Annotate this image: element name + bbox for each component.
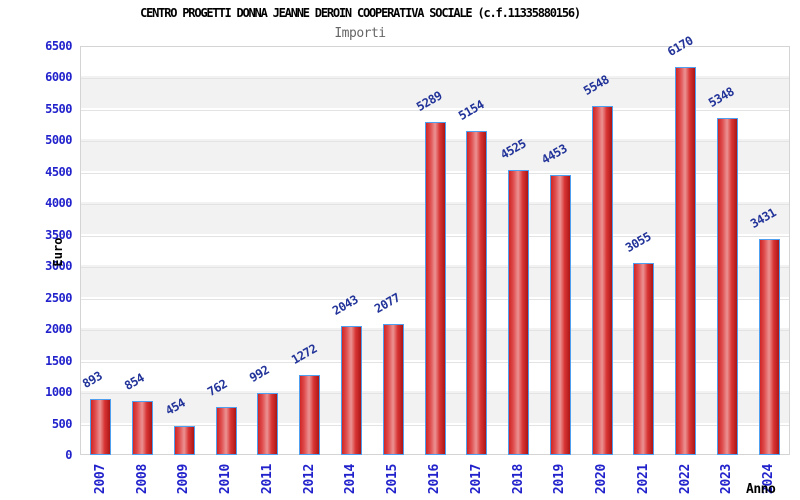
background-stripe [81, 391, 789, 423]
x-axis-tick-label: 2014 [343, 463, 359, 495]
x-axis-tick-label: 2022 [677, 463, 693, 495]
gridline [81, 204, 789, 206]
background-stripe [81, 76, 789, 108]
background-stripe [81, 265, 789, 297]
y-axis-tick-label: 3000 [45, 259, 72, 274]
gridline [81, 78, 789, 80]
y-axis-tick-label: 1500 [45, 353, 72, 368]
x-axis-tick-label: 2023 [719, 463, 735, 495]
gridline [81, 235, 789, 237]
y-axis-tick-label: 6500 [45, 39, 72, 53]
gridline [81, 424, 789, 426]
background-stripe [81, 202, 789, 234]
x-axis-tick-label: 2019 [552, 463, 568, 495]
x-axis-tick-label: 2007 [92, 463, 108, 495]
background-stripe [81, 328, 789, 360]
y-axis-tick-label: 6000 [45, 70, 72, 85]
x-axis-tick-label: 2012 [301, 463, 317, 495]
x-axis-tick-label: 2008 [134, 463, 150, 495]
y-axis-tick-label: 1000 [45, 385, 72, 400]
gridline [81, 141, 789, 143]
x-axis-tick-label: 2015 [385, 463, 401, 495]
x-axis-title: Anno [746, 482, 776, 497]
y-axis-tick-label: 2000 [45, 322, 72, 337]
x-axis-tick-label: 2009 [176, 463, 192, 495]
gridline [81, 267, 789, 269]
y-axis-title: Euro [51, 237, 65, 267]
background-stripe [81, 139, 789, 171]
gridline [81, 109, 789, 111]
y-axis-tick-label: 500 [51, 416, 73, 431]
x-axis-tick-label: 2016 [427, 463, 442, 495]
x-axis-tick-label: 2020 [594, 463, 610, 495]
gridline [81, 330, 789, 332]
gridline [81, 172, 789, 174]
x-axis-tick-label: 2021 [635, 463, 651, 495]
chart-subtitle: Importi [334, 26, 386, 41]
y-axis-tick-label: 5500 [45, 101, 72, 116]
y-axis-tick-label: 2500 [45, 290, 72, 305]
x-axis-tick-label: 2011 [259, 463, 275, 495]
chart-title: CENTRO PROGETTI DONNA JEANNE DEROIN COOP… [140, 6, 581, 20]
y-axis-tick-label: 4500 [45, 164, 72, 179]
y-axis-tick-label: 3500 [45, 227, 72, 242]
plot-area [80, 46, 790, 455]
y-axis-tick-label: 4000 [45, 196, 72, 211]
x-axis-tick-label: 2010 [218, 463, 234, 495]
x-axis-tick-label: 2018 [510, 463, 526, 495]
gridline [81, 393, 789, 395]
y-axis-tick-label: 0 [65, 448, 72, 462]
x-axis-tick-label: 2017 [468, 463, 484, 495]
gridline [81, 361, 789, 363]
y-axis-tick-label: 5000 [45, 133, 72, 148]
gridline [81, 298, 789, 300]
